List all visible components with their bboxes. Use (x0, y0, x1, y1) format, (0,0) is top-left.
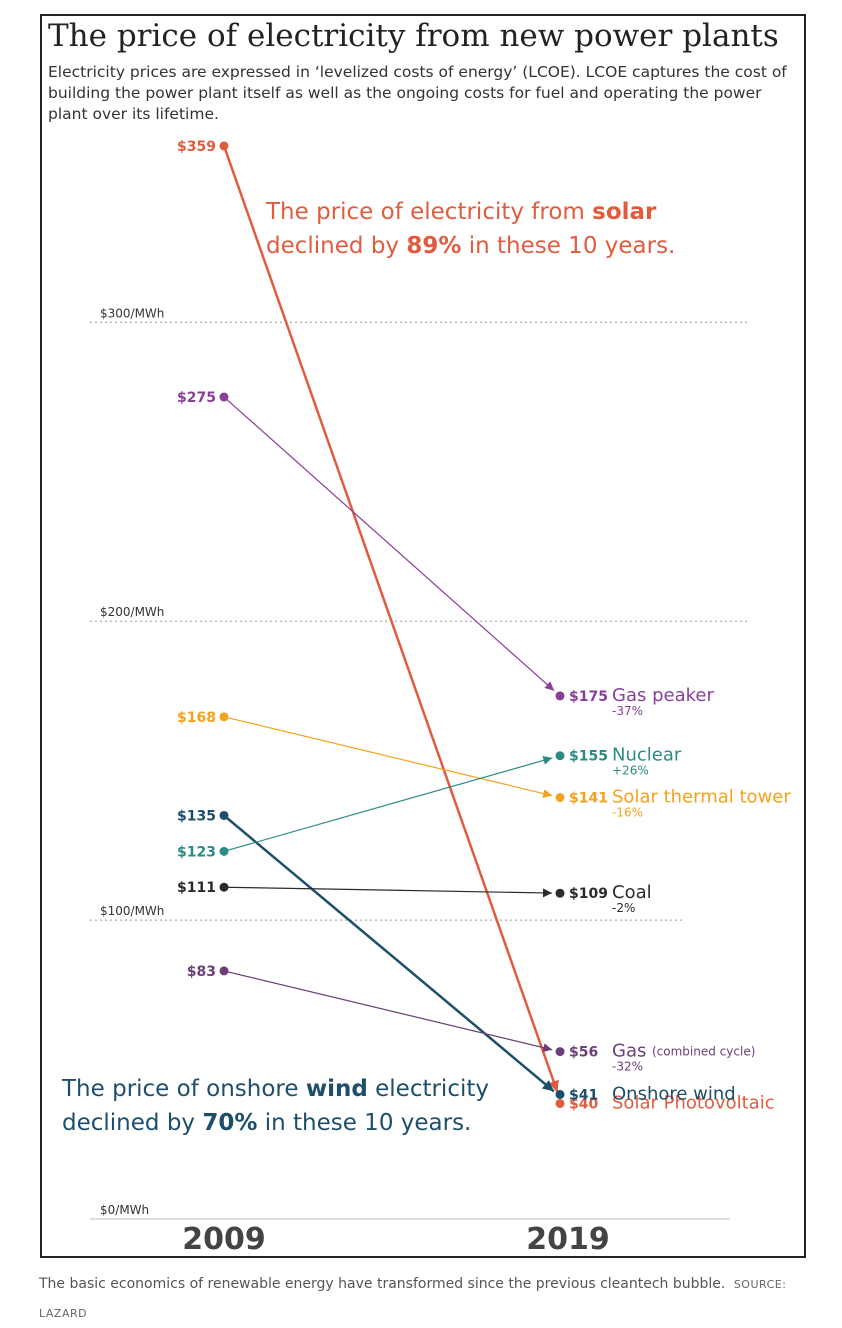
source-label: SOURCE: LAZARD (39, 1278, 787, 1320)
solar-annotation: The price of electricity from solar decl… (266, 195, 675, 263)
solar-annotation-middle: declined by (266, 233, 407, 259)
point-solar-photovoltaic-2019 (555, 1098, 565, 1108)
series-line-solar-thermal-tower (223, 716, 553, 798)
chart-title: The price of electricity from new power … (48, 18, 779, 54)
change-label-nuclear: +26% (612, 764, 649, 778)
value-label-solar-thermal-tower-2019: $141 (569, 791, 608, 807)
change-label-gas: -32% (612, 1060, 643, 1074)
series-name-gas-peaker: Gas peaker (612, 685, 714, 706)
point-gas-peaker-2019 (555, 691, 565, 701)
wind-annotation-prefix: The price of onshore (62, 1076, 306, 1102)
change-label-solar-thermal-tower: -16% (612, 806, 643, 820)
point-gas-2019 (555, 1047, 565, 1057)
solar-annotation-percent: 89% (406, 233, 462, 259)
value-label-coal-2009: $111 (177, 880, 216, 896)
series-line-gas (223, 970, 553, 1053)
solar-annotation-suffix: in these 10 years. (461, 233, 676, 259)
y-tick-label-0: $0/MWh (100, 1203, 149, 1217)
series-qualifier-gas: (combined cycle) (652, 1045, 755, 1059)
y-tick-label-100: $100/MWh (100, 904, 164, 918)
solar-annotation-prefix: The price of electricity from (266, 199, 593, 225)
value-label-nuclear-2009: $123 (177, 844, 216, 860)
wind-annotation-keyword: wind (305, 1076, 368, 1102)
series-line-solar-photovoltaic (222, 145, 559, 1093)
series-line-onshore-wind (223, 814, 555, 1093)
chart-subtitle: Electricity prices are expressed in ‘lev… (48, 63, 787, 123)
value-label-onshore-wind-2009: $135 (177, 808, 216, 824)
series-name-solar-photovoltaic: Solar Photovoltaic (612, 1092, 775, 1113)
series-name-solar-thermal-tower: Solar thermal tower (612, 787, 791, 808)
value-label-gas-peaker-2019: $175 (569, 689, 608, 705)
y-tick-label-200: $200/MWh (100, 605, 164, 619)
wind-annotation-middle: declined by (62, 1110, 203, 1136)
wind-annotation-percent: 70% (202, 1110, 258, 1136)
point-nuclear-2019 (555, 751, 565, 761)
x-tick-label-2019: 2019 (526, 1222, 610, 1257)
y-tick-label-300: $300/MWh (100, 306, 164, 320)
value-label-nuclear-2019: $155 (569, 749, 608, 765)
value-label-coal-2019: $109 (569, 886, 608, 902)
series-name-gas: Gas (612, 1041, 646, 1062)
change-label-coal: -2% (612, 901, 635, 915)
value-label-gas-2009: $83 (187, 964, 216, 980)
series-name-onshore-wind: Onshore wind (612, 1083, 736, 1104)
wind-annotation-rest: electricity (367, 1076, 489, 1102)
series-line-gas-peaker (223, 396, 555, 692)
value-label-solar-photovoltaic-2019: $40 (569, 1096, 598, 1112)
series-name-coal: Coal (612, 882, 652, 903)
chart-frame (40, 14, 806, 1258)
wind-annotation: The price of onshore wind electricity de… (62, 1072, 489, 1140)
point-solar-thermal-tower-2019 (555, 793, 565, 803)
value-label-gas-peaker-2009: $275 (177, 390, 216, 406)
caption-text: The basic economics of renewable energy … (39, 1276, 726, 1292)
value-label-gas-2019: $56 (569, 1045, 598, 1061)
value-label-solar-thermal-tower-2009: $168 (177, 710, 216, 726)
value-label-onshore-wind-2019: $41 (569, 1087, 598, 1103)
point-coal-2019 (555, 888, 565, 898)
series-line-nuclear (223, 756, 553, 852)
change-label-gas-peaker: -37% (612, 704, 643, 718)
figure-caption: The basic economics of renewable energy … (39, 1270, 799, 1328)
wind-annotation-suffix: in these 10 years. (257, 1110, 472, 1136)
solar-annotation-keyword: solar (592, 199, 657, 225)
series-name-nuclear: Nuclear (612, 745, 682, 766)
series-line-coal (223, 886, 553, 898)
value-label-solar-photovoltaic-2009: $359 (177, 139, 216, 155)
x-tick-label-2009: 2009 (182, 1222, 266, 1257)
point-onshore-wind-2019 (555, 1089, 565, 1099)
